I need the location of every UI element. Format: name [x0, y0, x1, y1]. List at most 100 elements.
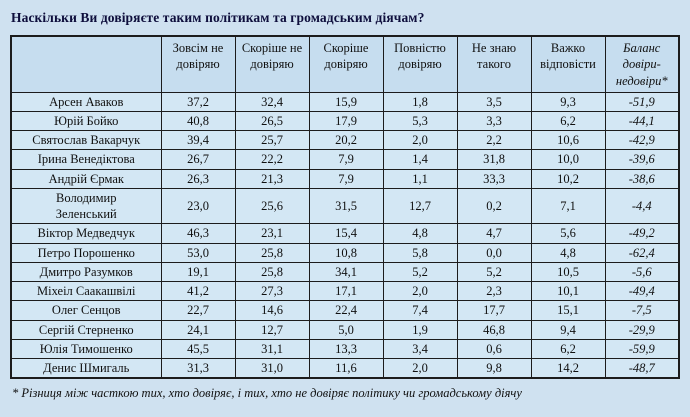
value-cell: 41,2 — [160, 280, 236, 302]
balance-value-cell: -62,4 — [604, 242, 680, 263]
politician-name: Ірина Венедіктова — [10, 149, 162, 170]
value-cell: 23,1 — [234, 223, 310, 244]
value-cell: 25,6 — [234, 187, 310, 225]
value-cell: 4,8 — [530, 242, 606, 263]
value-cell: 20,2 — [308, 129, 384, 151]
value-cell: 14,6 — [234, 300, 310, 321]
politician-name: Віктор Медведчук — [10, 223, 162, 244]
value-cell: 5,2 — [456, 261, 532, 283]
balance-value-cell: -38,6 — [604, 168, 680, 189]
value-cell: 5,8 — [382, 242, 458, 263]
balance-value-cell: -29,9 — [604, 319, 680, 340]
value-cell: 5,0 — [308, 319, 384, 340]
value-cell: 17,9 — [308, 110, 384, 132]
value-cell: 5,2 — [382, 261, 458, 283]
value-cell: 46,3 — [160, 223, 236, 244]
value-cell: 10,6 — [530, 129, 606, 151]
value-cell: 31,5 — [308, 187, 384, 225]
value-cell: 15,9 — [308, 91, 384, 112]
table-header: Зовсім не довіряю Скоріше не довіряю Скорі… — [10, 35, 680, 93]
column-header: Баланс довіри-недовіри* — [604, 35, 680, 93]
table-row: Святослав Вакарчук 39,4 25,7 20,2 2,0 2,2 10,6… — [10, 129, 680, 151]
table-row: Юрій Бойко 40,8 26,5 17,9 5,3 3,3 6,2 -44,1 — [10, 110, 680, 132]
table-row: Юлія Тимошенко 45,5 31,1 13,3 3,4 0,6 6,2 -59,9 — [10, 338, 680, 360]
balance-value-cell: -44,1 — [604, 110, 680, 132]
politician-name: Дмитро Разумков — [10, 261, 162, 283]
value-cell: 1,1 — [382, 168, 458, 189]
value-cell: 34,1 — [308, 261, 384, 283]
value-cell: 10,1 — [530, 280, 606, 302]
politician-name: Юрій Бойко — [10, 110, 162, 132]
table-row: Арсен Аваков 37,2 32,4 15,9 1,8 3,5 9,3 -51,9 — [10, 91, 680, 112]
value-cell: 0,2 — [456, 187, 532, 225]
value-cell: 12,7 — [234, 319, 310, 340]
value-cell: 31,3 — [160, 358, 236, 379]
value-cell: 25,8 — [234, 261, 310, 283]
value-cell: 22,7 — [160, 300, 236, 321]
value-cell: 24,1 — [160, 319, 236, 340]
value-cell: 17,7 — [456, 300, 532, 321]
value-cell: 32,4 — [234, 91, 310, 112]
balance-value-cell: -39,6 — [604, 149, 680, 170]
value-cell: 12,7 — [382, 187, 458, 225]
value-cell: 9,4 — [530, 319, 606, 340]
value-cell: 53,0 — [160, 242, 236, 263]
value-cell: 15,1 — [530, 300, 606, 321]
value-cell: 3,4 — [382, 338, 458, 360]
value-cell: 9,3 — [530, 91, 606, 112]
value-cell: 19,1 — [160, 261, 236, 283]
value-cell: 6,2 — [530, 338, 606, 360]
balance-value-cell: -49,4 — [604, 280, 680, 302]
value-cell: 26,5 — [234, 110, 310, 132]
column-header: Скоріше не довіряю — [234, 35, 310, 93]
value-cell: 11,6 — [308, 358, 384, 379]
table-row: Дмитро Разумков 19,1 25,8 34,1 5,2 5,2 10,5 -5,… — [10, 261, 680, 283]
value-cell: 1,4 — [382, 149, 458, 170]
politician-name: Володимир Зеленський — [10, 187, 162, 225]
table-row: Петро Порошенко 53,0 25,8 10,8 5,8 0,0 4,8 -62,… — [10, 242, 680, 263]
column-header: Зовсім не довіряю — [160, 35, 236, 93]
balance-value-cell: -5,6 — [604, 261, 680, 283]
value-cell: 31,8 — [456, 149, 532, 170]
table-row: Денис Шмигаль 31,3 31,0 11,6 2,0 9,8 14,2 -48,7 — [10, 358, 680, 379]
value-cell: 31,0 — [234, 358, 310, 379]
value-cell: 2,0 — [382, 129, 458, 151]
balance-value-cell: -49,2 — [604, 223, 680, 244]
value-cell: 6,2 — [530, 110, 606, 132]
value-cell: 0,6 — [456, 338, 532, 360]
balance-value-cell: -59,9 — [604, 338, 680, 360]
table-row: Сергій Стерненко 24,1 12,7 5,0 1,9 46,8 9,4 -29… — [10, 319, 680, 340]
value-cell: 40,8 — [160, 110, 236, 132]
balance-value-cell: -42,9 — [604, 129, 680, 151]
value-cell: 22,4 — [308, 300, 384, 321]
value-cell: 25,8 — [234, 242, 310, 263]
value-cell: 31,1 — [234, 338, 310, 360]
value-cell: 5,3 — [382, 110, 458, 132]
value-cell: 27,3 — [234, 280, 310, 302]
column-header: Скоріше довіряю — [308, 35, 384, 93]
politician-name: Петро Порошенко — [10, 242, 162, 263]
table-row: Міхеіл Саакашвілі 41,2 27,3 17,1 2,0 2,3 10,1-… — [10, 280, 680, 302]
name-column-header — [10, 35, 162, 93]
value-cell: 14,2 — [530, 358, 606, 379]
value-cell: 26,7 — [160, 149, 236, 170]
balance-value-cell: -7,5 — [604, 300, 680, 321]
politician-name: Міхеіл Саакашвілі — [10, 280, 162, 302]
value-cell: 15,4 — [308, 223, 384, 244]
table-row: Ірина Венедіктова 26,7 22,2 7,9 1,4 31,8 10,0-… — [10, 149, 680, 170]
value-cell: 10,8 — [308, 242, 384, 263]
politician-name: Святослав Вакарчук — [10, 129, 162, 151]
value-cell: 3,3 — [456, 110, 532, 132]
value-cell: 4,7 — [456, 223, 532, 244]
politician-name: Арсен Аваков — [10, 91, 162, 112]
balance-value-cell: -48,7 — [604, 358, 680, 379]
balance-value-cell: -4,4 — [604, 187, 680, 225]
value-cell: 2,3 — [456, 280, 532, 302]
column-header: Повністю довіряю — [382, 35, 458, 93]
value-cell: 1,8 — [382, 91, 458, 112]
value-cell: 2,0 — [382, 358, 458, 379]
balance-value-cell: -51,9 — [604, 91, 680, 112]
table-body: Арсен Аваков 37,2 32,4 15,9 1,8 3,5 9,3 -51,9 Юр… — [10, 91, 680, 379]
politician-name: Денис Шмигаль — [10, 358, 162, 379]
value-cell: 46,8 — [456, 319, 532, 340]
